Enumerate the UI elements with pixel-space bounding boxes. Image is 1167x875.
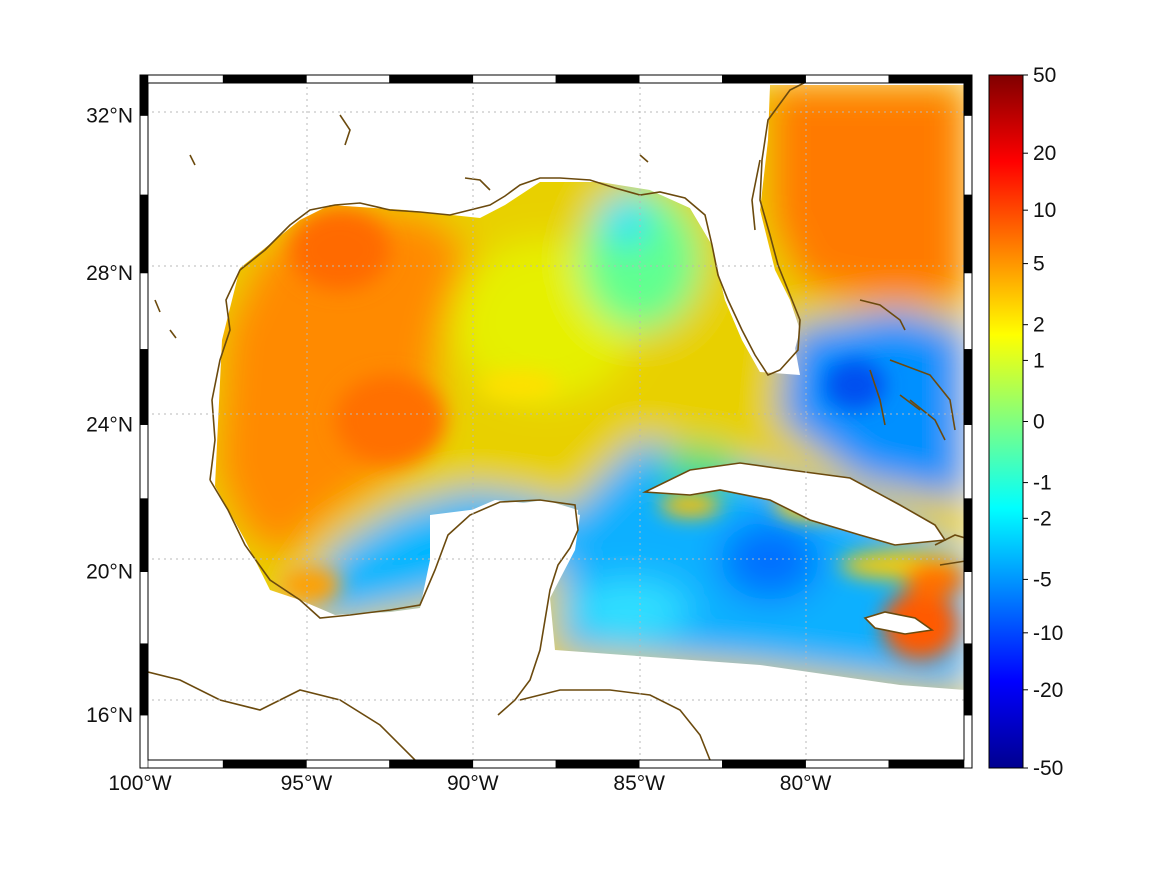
frame-bottom-segment [222,759,307,769]
frame-left-segment [139,424,149,499]
frame-top-segment [222,74,307,84]
frame-left-segment [139,714,149,769]
y-tick-label: 24°N [86,414,133,437]
frame-right-segment [963,74,973,116]
mexico-gulf-coastline [209,479,579,716]
frame-top-segment [638,74,723,84]
frame-left-segment [139,272,149,350]
frame-top-segment [389,74,474,84]
frame-top [139,74,973,84]
frame-left-segment [139,74,149,116]
colorbar-tick-label: 5 [1033,253,1045,276]
frame-bottom-segment [139,759,224,769]
us-gulf-coastline [209,75,821,481]
colorbar-tick-label: 1 [1033,349,1045,372]
y-tick-label: 32°N [86,104,133,127]
frame-left-segment [139,349,149,425]
land-layer [430,85,945,680]
frame-bottom-segment [722,759,806,769]
colorbar-tick-label: -10 [1033,622,1063,645]
frame-right-segment [963,571,973,645]
frame-top-segment [555,74,640,84]
colorbar-tick-label: 20 [1033,142,1056,165]
frame-left-segment [139,194,149,274]
frame-right-segment [963,272,973,350]
frame-top-segment [722,74,806,84]
frame-top-segment [472,74,557,84]
x-tick-label: 90°W [447,772,499,795]
x-tick-label: 95°W [281,772,333,795]
map-frame [139,74,973,769]
frame-bottom-segment [888,759,973,769]
frame-bottom-segment [555,759,640,769]
y-tick-label: 20°N [86,561,133,584]
field-atlantic-north [770,85,965,300]
florida-land [600,85,800,372]
frame-right-segment [963,498,973,572]
frame-right [963,74,973,769]
x-tick-label: 85°W [613,772,665,795]
colorbar-tick-label: 2 [1033,314,1045,337]
colorbar-tick-label: -5 [1033,568,1052,591]
y-tick-labels: 32°N 28°N 24°N 20°N 16°N [86,104,133,727]
x-tick-label: 80°W [780,772,832,795]
colorbar-tick-label: -50 [1033,757,1063,780]
jamaica-coastline [863,611,935,635]
frame-top-segment [888,74,973,84]
frame-right-segment [963,714,973,769]
frame-top-segment [306,74,390,84]
colorbar-tick-label: 50 [1033,64,1056,87]
frame-bottom-segment [805,759,890,769]
colorbar-tick-label: -20 [1033,679,1063,702]
frame-bottom-segment [638,759,723,769]
frame-top-segment [139,74,224,84]
y-tick-label: 16°N [86,704,133,727]
colorbar-tick-label: -1 [1033,472,1052,495]
frame-right-segment [963,115,973,196]
frame-left-segment [139,498,149,572]
data-field [215,85,965,690]
x-tick-label: 100°W [108,772,171,795]
x-tick-labels: 100°W 95°W 90°W 85°W 80°W [108,772,831,795]
frame-bottom [139,759,973,769]
honduras-coastline [519,689,711,761]
gridlines [140,75,972,768]
frame-left-segment [139,115,149,196]
jamaica-land [865,612,932,634]
yucatan-land [430,500,578,680]
frame-top-segment [805,74,890,84]
central-america-coastline [140,669,421,766]
colorbar-tick-label: -2 [1033,507,1052,530]
bahamas-coastline [859,299,956,441]
frame-right-segment [963,643,973,716]
frame-left [139,74,149,769]
frame-bottom-segment [306,759,390,769]
colorbar-tick-label: 10 [1033,199,1056,222]
colorbar-tick-label: 0 [1033,411,1045,434]
field-western-gulf [215,205,470,560]
frame-left-segment [139,571,149,645]
frame-right-segment [963,349,973,425]
y-tick-label: 28°N [86,262,133,285]
colorbar-gradient [988,74,1024,769]
frame-right-segment [963,194,973,274]
frame-bottom-segment [389,759,474,769]
frame-bottom-segment [472,759,557,769]
cuba-land [645,463,945,545]
coastline-layer [140,75,972,766]
islands-coastline [154,114,649,339]
atlantic-coastline [751,159,761,231]
frame-left-segment [139,643,149,716]
frame-right-segment [963,424,973,499]
